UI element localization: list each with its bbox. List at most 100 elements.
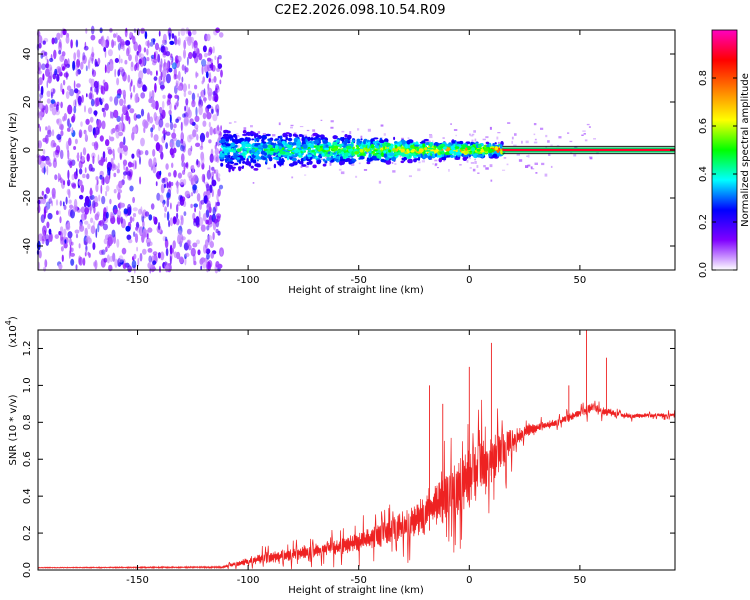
noise-cell (90, 34, 96, 41)
noise-cell (217, 63, 223, 69)
noise-cell (39, 126, 41, 132)
noise-cell (192, 184, 198, 191)
noise-cell (119, 152, 123, 159)
noise-cell (168, 172, 172, 177)
noise-cell (114, 68, 117, 78)
halo-cell (513, 144, 517, 146)
halo-cell (429, 134, 433, 136)
x-tick-label: -100 (237, 575, 260, 586)
signal-cell (307, 136, 311, 141)
halo-cell (518, 159, 523, 162)
halo-cell (511, 140, 513, 144)
noise-cell (40, 53, 44, 59)
halo-cell (325, 156, 329, 159)
signal-cell (228, 154, 231, 159)
noise-cell (134, 160, 137, 170)
signal-cell (285, 136, 289, 141)
signal-cell (349, 150, 352, 154)
halo-cell (408, 175, 412, 178)
noise-cell (69, 161, 73, 169)
noise-cell (142, 67, 147, 74)
noise-cell (161, 68, 167, 79)
signal-cell (254, 133, 257, 139)
noise-cell (62, 79, 66, 86)
noise-cell (103, 46, 107, 52)
signal-cell (306, 141, 309, 145)
signal-cell (318, 140, 322, 144)
noise-cell (198, 210, 201, 220)
signal-cell (277, 141, 282, 146)
noise-cell (80, 184, 85, 193)
halo-cell (477, 172, 480, 174)
signal-cell (269, 139, 273, 142)
noise-cell (185, 161, 189, 169)
signal-cell (464, 150, 469, 155)
signal-cell (424, 147, 428, 151)
halo-cell (330, 120, 334, 123)
halo-cell (527, 154, 530, 158)
noise-cell (163, 127, 166, 135)
noise-cell (55, 145, 61, 154)
signal-cell (420, 154, 423, 158)
halo-cell (471, 133, 475, 136)
signal-cell (483, 147, 489, 152)
noise-cell (161, 100, 165, 110)
noise-cell (146, 57, 150, 62)
noise-cell (194, 115, 200, 123)
halo-cell (360, 135, 363, 138)
noise-cell (39, 97, 42, 103)
noise-cell (136, 61, 140, 71)
signal-cell (326, 157, 331, 161)
halo-cell (399, 155, 402, 158)
noise-cell (56, 66, 62, 73)
x-tick-label: -50 (351, 575, 367, 586)
snr-frame (37, 329, 676, 571)
noise-cell (58, 41, 63, 52)
noise-cell (75, 70, 79, 77)
noise-cell (160, 151, 164, 160)
halo-cell (244, 135, 248, 137)
noise-cell (184, 67, 189, 73)
halo-cell (321, 158, 324, 160)
noise-cell (177, 201, 181, 207)
noise-cell (42, 148, 46, 155)
halo-cell (507, 122, 511, 124)
noise-cell (101, 249, 106, 255)
x-tick-label: -150 (126, 575, 149, 586)
noise-cell (203, 174, 206, 184)
noise-cell (126, 171, 131, 176)
halo-cell (349, 131, 352, 135)
noise-cell (169, 217, 174, 227)
halo-cell (432, 163, 435, 165)
signal-cell (303, 156, 306, 162)
signal-cell (238, 159, 242, 164)
halo-cell (425, 140, 429, 143)
noise-cell (202, 120, 207, 127)
noise-cell (209, 241, 214, 248)
noise-cell (177, 70, 181, 81)
noise-cell (208, 78, 211, 83)
noise-cell (199, 145, 204, 150)
halo-cell (589, 156, 593, 158)
noise-cell (220, 125, 222, 131)
y-tick-label: 0.8 (22, 414, 33, 430)
signal-cell (414, 144, 420, 147)
noise-cell (42, 73, 45, 81)
noise-cell (97, 223, 100, 233)
signal-cell (291, 142, 297, 146)
halo-cell (329, 162, 332, 165)
noise-cell (162, 94, 166, 99)
signal-cell (309, 156, 313, 160)
noise-cell (46, 98, 51, 104)
noise-cell (53, 49, 57, 60)
noise-cell (196, 239, 200, 245)
halo-cell (365, 150, 369, 154)
halo-cell (534, 138, 537, 141)
noise-cell (207, 51, 211, 56)
noise-cell (193, 203, 198, 208)
halo-cell (417, 168, 421, 172)
noise-cell (92, 242, 96, 251)
signal-cell (322, 163, 327, 167)
noise-cell (205, 209, 210, 218)
halo-cell (485, 136, 489, 139)
